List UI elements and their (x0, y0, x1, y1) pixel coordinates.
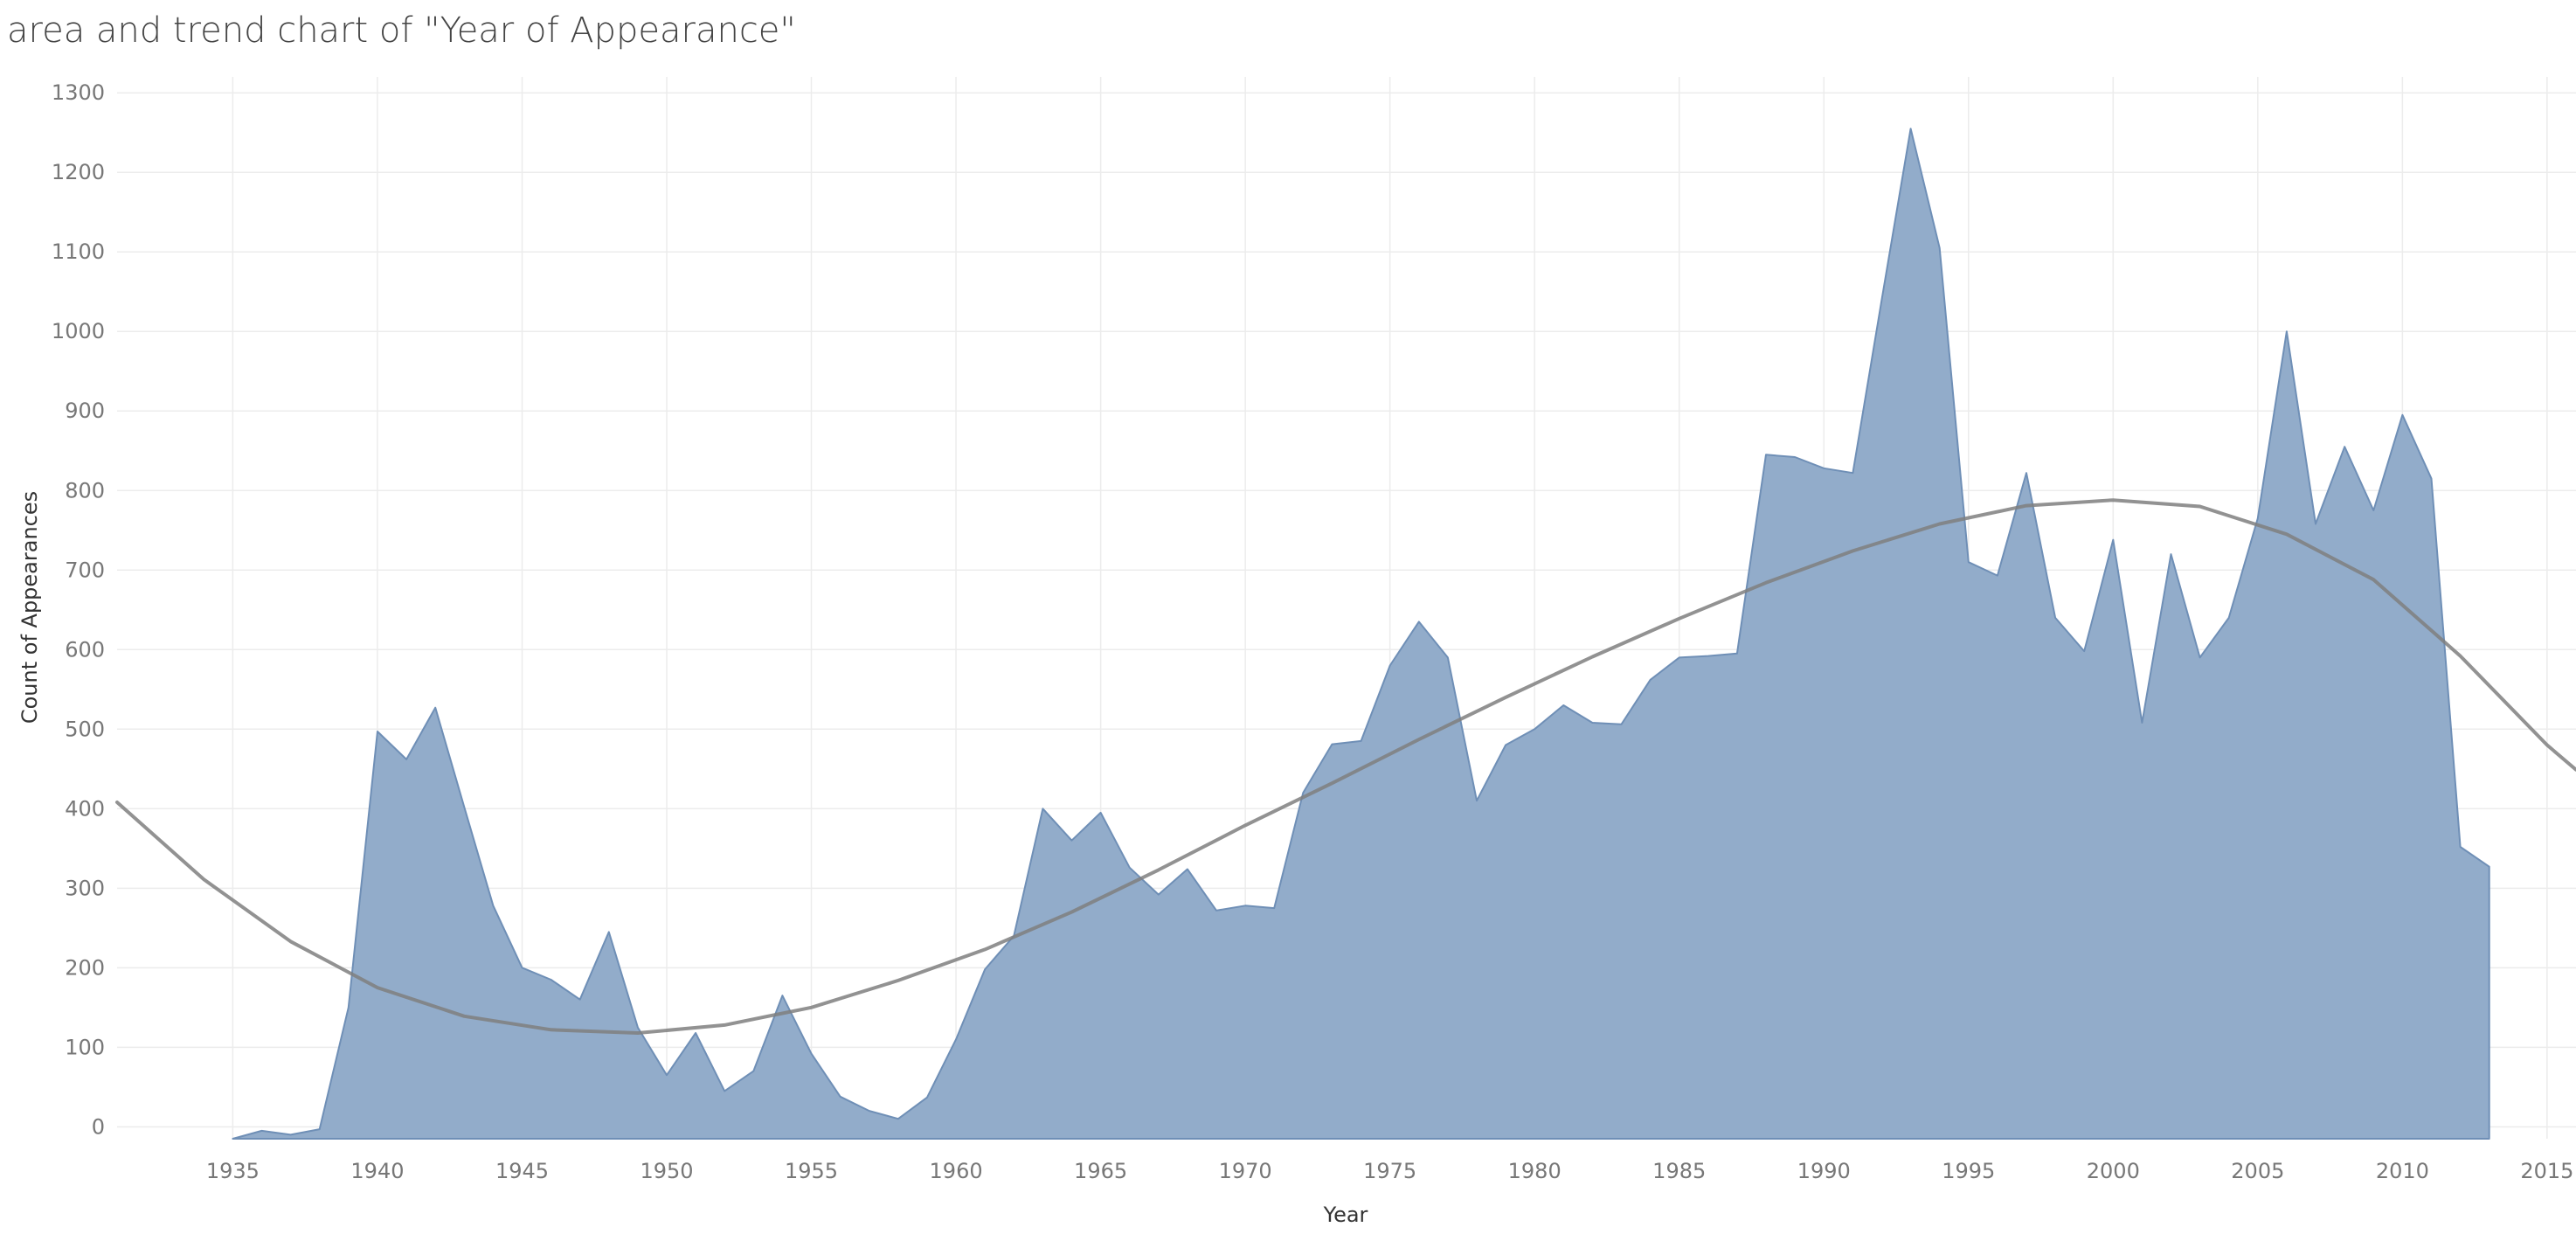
x-axis: 1935 1940 1945 1950 1955 1960 1965 1970 1975 1980… (206, 1159, 2574, 1183)
x-tick-label: 1975 (1363, 1159, 1416, 1183)
y-tick-label: 100 (65, 1035, 105, 1059)
y-tick-label: 200 (65, 955, 105, 980)
y-tick-label: 600 (65, 637, 105, 662)
y-tick-label: 500 (65, 717, 105, 741)
chart-title: area and trend chart of "Year of Appeara… (7, 10, 796, 51)
y-tick-label: 1200 (52, 160, 105, 184)
x-tick-label: 1965 (1074, 1159, 1127, 1183)
y-tick-label: 900 (65, 399, 105, 423)
y-tick-label: 0 (92, 1114, 105, 1139)
y-tick-label: 1100 (52, 239, 105, 264)
y-tick-label: 1300 (52, 80, 105, 105)
x-tick-label: 2010 (2376, 1159, 2429, 1183)
x-axis-title: Year (1323, 1203, 1368, 1227)
area-series (232, 128, 2490, 1140)
x-tick-label: 1945 (495, 1159, 549, 1183)
x-tick-label: 1980 (1508, 1159, 1562, 1183)
x-tick-label: 1940 (350, 1159, 404, 1183)
x-tick-label: 1990 (1797, 1159, 1851, 1183)
x-tick-label: 2015 (2520, 1159, 2573, 1183)
y-axis-title: Count of Appearances (17, 491, 42, 724)
x-tick-label: 1970 (1219, 1159, 1272, 1183)
trend-line (115, 498, 2576, 1035)
x-tick-label: 1955 (785, 1159, 838, 1183)
x-tick-label: 1935 (206, 1159, 260, 1183)
y-axis: 0 100 200 300 400 500 600 700 800 900 1000 1100 1200… (52, 80, 105, 1139)
x-tick-label: 1960 (930, 1159, 983, 1183)
x-tick-label: 1950 (640, 1159, 693, 1183)
y-tick-label: 300 (65, 876, 105, 900)
x-tick-label: 2000 (2087, 1159, 2140, 1183)
y-tick-label: 1000 (52, 319, 105, 343)
trend-series (115, 498, 2576, 1035)
x-tick-label: 2005 (2231, 1159, 2284, 1183)
y-tick-label: 400 (65, 796, 105, 821)
x-tick-label: 1985 (1652, 1159, 1706, 1183)
y-tick-label: 700 (65, 558, 105, 582)
y-tick-label: 800 (65, 478, 105, 503)
x-tick-label: 1995 (1942, 1159, 1995, 1183)
area-path (232, 128, 2490, 1140)
